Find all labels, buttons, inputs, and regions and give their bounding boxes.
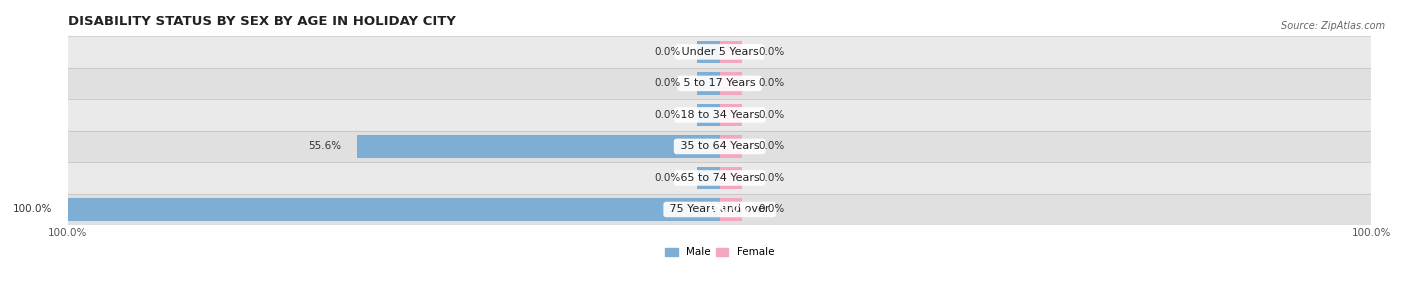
Text: 0.0%: 0.0% [759, 142, 785, 152]
Text: 0.0%: 0.0% [759, 78, 785, 88]
Text: 75 Years and over: 75 Years and over [666, 204, 773, 214]
Bar [720, 135, 742, 158]
Bar [67, 131, 1371, 162]
Bar [697, 72, 720, 95]
Text: 18 to 34 Years: 18 to 34 Years [676, 110, 763, 120]
Bar [720, 41, 742, 63]
Bar [697, 104, 720, 126]
Text: 65 to 74 Years: 65 to 74 Years [676, 173, 763, 183]
Text: 0.0%: 0.0% [654, 78, 681, 88]
Text: 5 to 17 Years: 5 to 17 Years [681, 78, 759, 88]
Bar [697, 167, 720, 189]
Text: Source: ZipAtlas.com: Source: ZipAtlas.com [1281, 21, 1385, 31]
Text: 100.0%: 100.0% [13, 204, 52, 214]
Text: 0.0%: 0.0% [759, 204, 785, 214]
Bar [720, 72, 742, 95]
Bar [67, 198, 720, 221]
Text: 100.0%: 100.0% [707, 204, 751, 214]
Text: 35 to 64 Years: 35 to 64 Years [676, 142, 762, 152]
Bar [720, 167, 742, 189]
Text: 0.0%: 0.0% [759, 47, 785, 57]
Text: 0.0%: 0.0% [654, 47, 681, 57]
Text: Under 5 Years: Under 5 Years [678, 47, 762, 57]
Text: 0.0%: 0.0% [759, 110, 785, 120]
Bar [67, 36, 1371, 68]
Text: DISABILITY STATUS BY SEX BY AGE IN HOLIDAY CITY: DISABILITY STATUS BY SEX BY AGE IN HOLID… [67, 15, 456, 28]
Legend: Male, Female: Male, Female [661, 243, 779, 262]
Bar [357, 135, 720, 158]
Bar [697, 41, 720, 63]
Text: 0.0%: 0.0% [654, 110, 681, 120]
Bar [720, 104, 742, 126]
Text: 55.6%: 55.6% [308, 142, 342, 152]
Text: 0.0%: 0.0% [759, 173, 785, 183]
Bar [67, 194, 1371, 225]
Text: 0.0%: 0.0% [654, 173, 681, 183]
Bar [67, 68, 1371, 99]
Bar [67, 162, 1371, 194]
Bar [720, 198, 742, 221]
Bar [67, 99, 1371, 131]
